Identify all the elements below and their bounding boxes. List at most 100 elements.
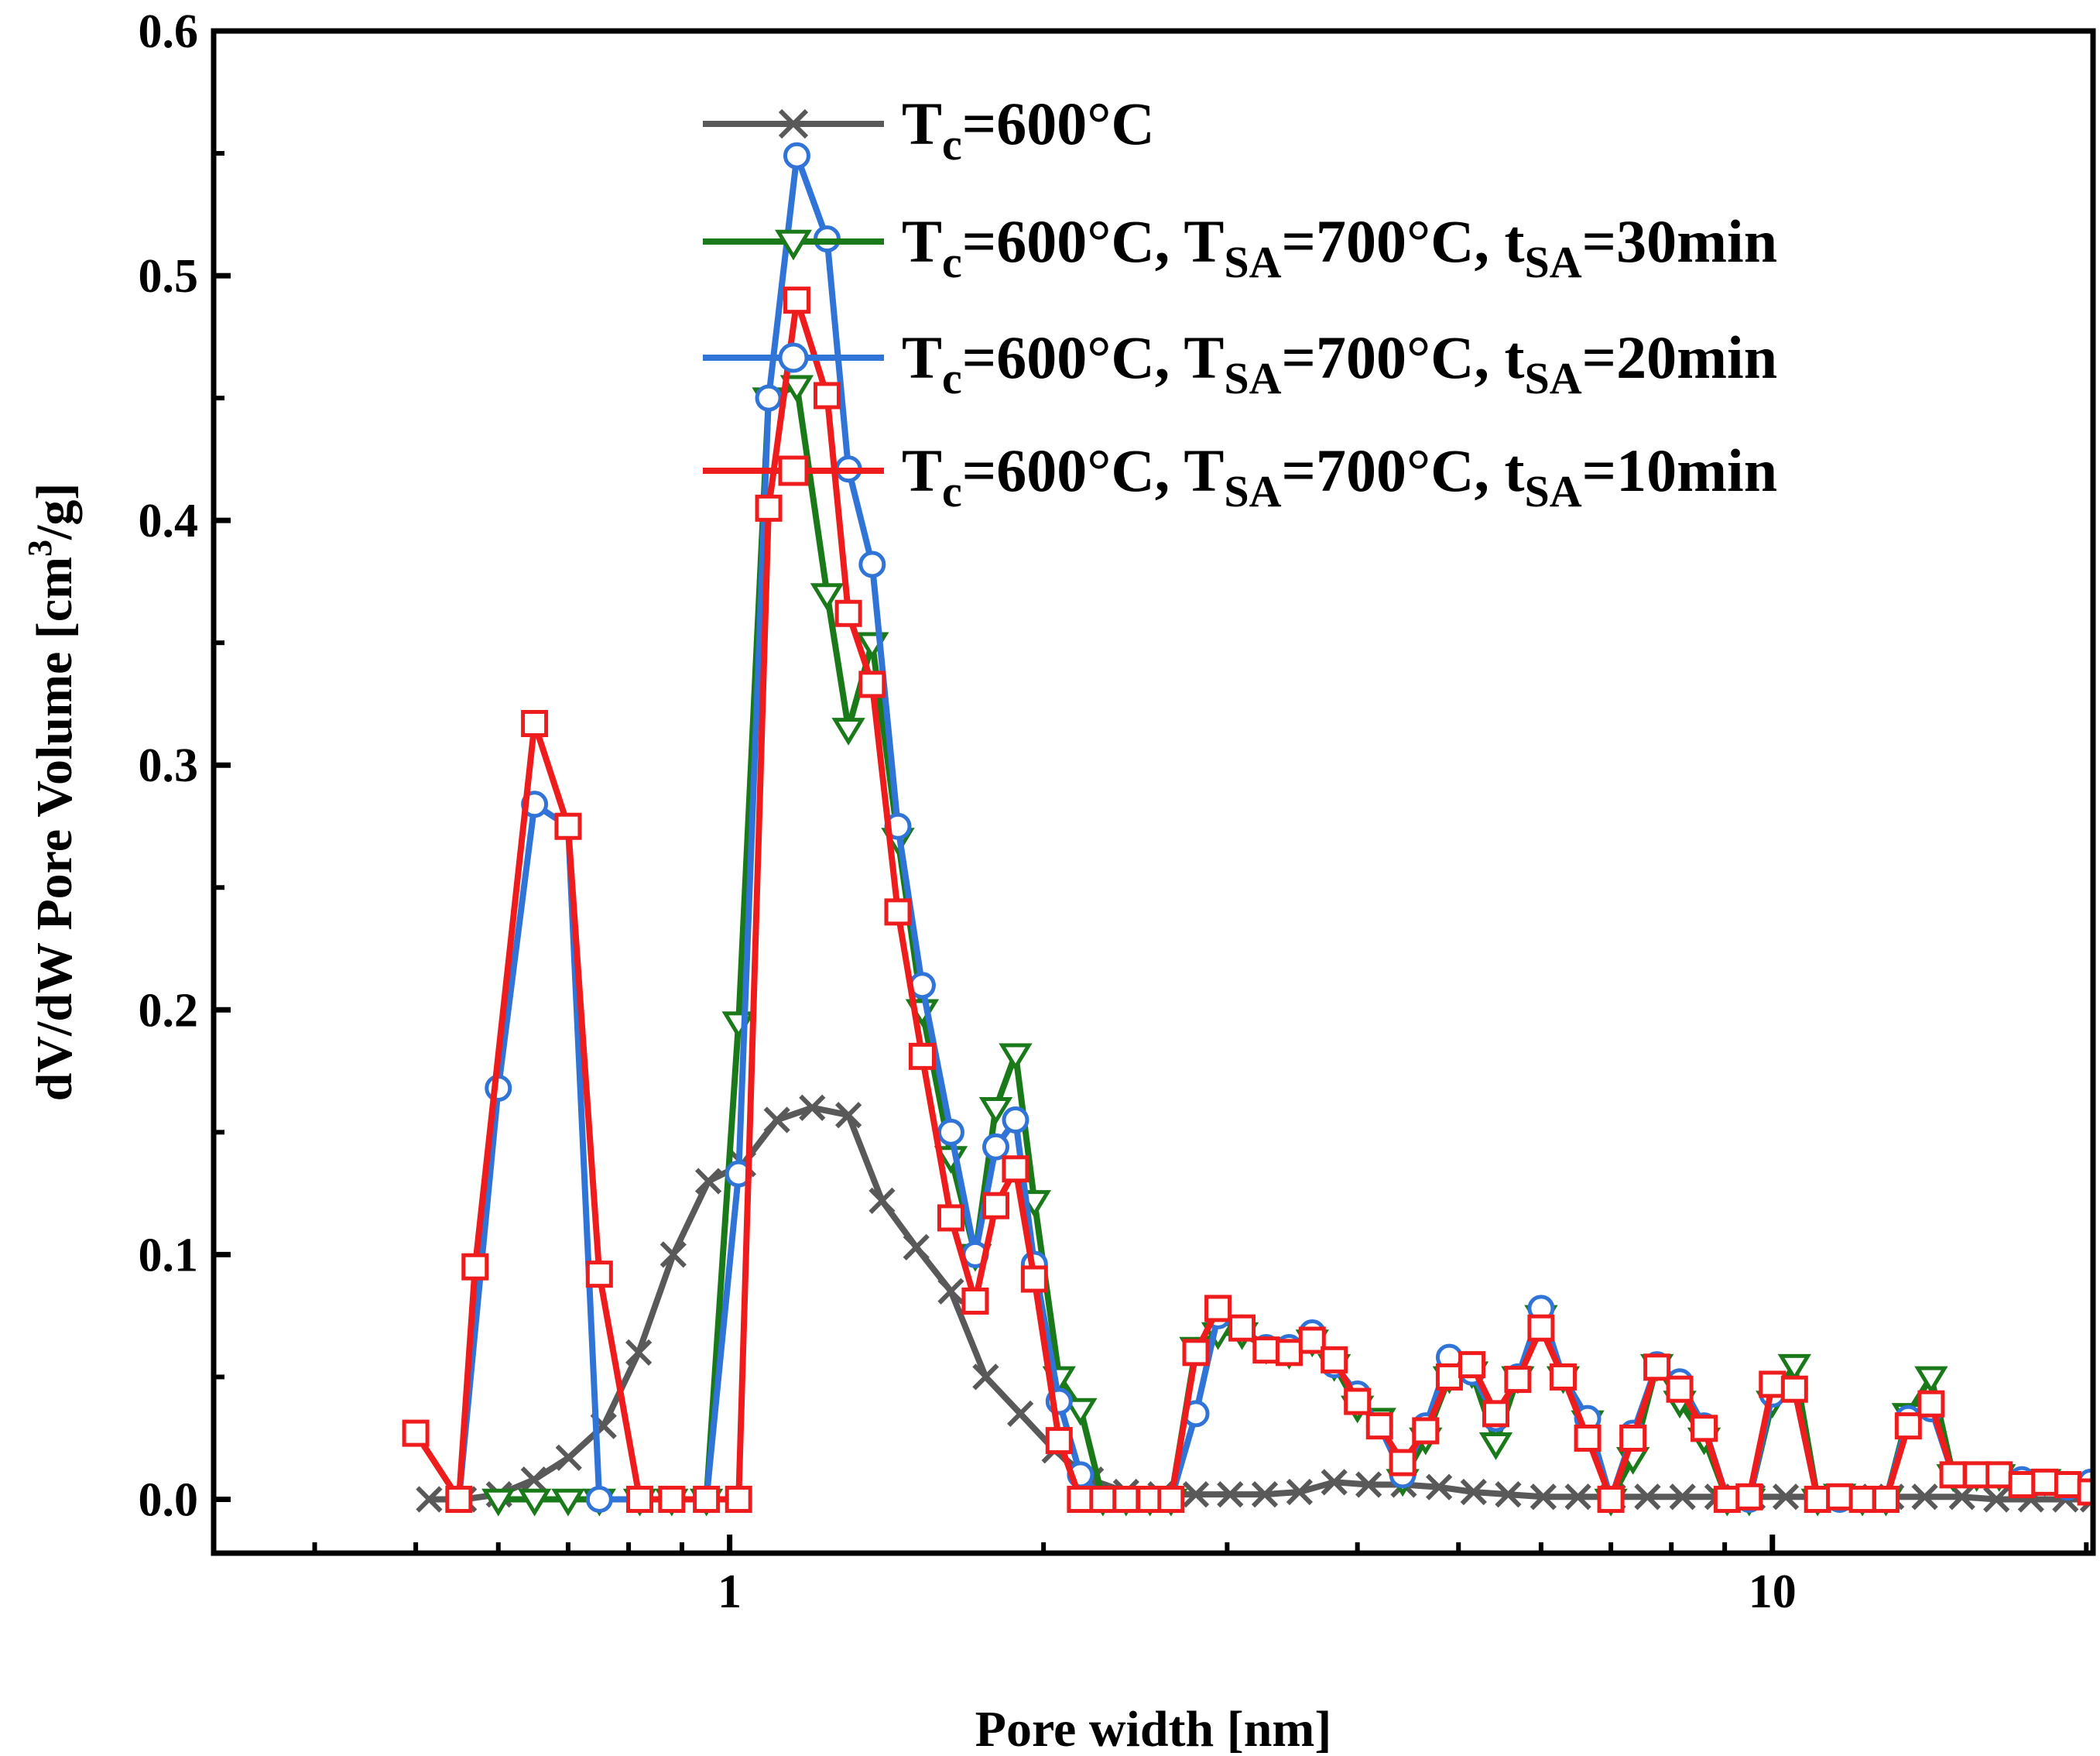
data-point xyxy=(1228,1314,1256,1342)
data-point xyxy=(1252,1336,1280,1364)
x-tick-label: 1 xyxy=(718,1566,742,1618)
y-tick-labels: 0.0 0.1 0.2 0.3 0.4 0.5 0.6 xyxy=(139,5,199,1526)
series-0 xyxy=(416,1094,2093,1513)
data-point xyxy=(937,1204,964,1232)
data-point xyxy=(1549,1363,1577,1391)
legend-entry: Tc=600°C, TSA=700°C, tSA=10min xyxy=(703,437,1777,516)
data-point xyxy=(659,1241,687,1268)
data-point xyxy=(858,671,886,698)
data-point xyxy=(1089,1485,1117,1513)
y-tick-label: 0.2 xyxy=(139,984,199,1037)
data-point xyxy=(1045,1427,1073,1455)
data-point xyxy=(1772,1483,1800,1511)
data-point xyxy=(1530,1483,1557,1511)
plot-frame xyxy=(211,28,2096,1556)
x-axis-title: Pore width [nm] xyxy=(975,1701,1332,1756)
data-point xyxy=(834,599,862,627)
data-point xyxy=(1344,1387,1372,1415)
data-point xyxy=(1204,1295,1232,1322)
data-point xyxy=(1389,1449,1417,1476)
data-point xyxy=(658,1485,686,1513)
data-point xyxy=(725,1485,752,1513)
data-point xyxy=(1713,1485,1741,1513)
data-point xyxy=(1597,1485,1625,1513)
data-point xyxy=(521,709,549,737)
data-point xyxy=(693,1485,721,1513)
y-tick-label: 0.1 xyxy=(139,1229,199,1281)
data-point xyxy=(1634,1483,1661,1511)
data-point xyxy=(1780,1375,1808,1403)
data-point xyxy=(982,1133,1010,1161)
data-point xyxy=(481,1488,516,1517)
legend-entry: Tc=600°C xyxy=(703,90,1155,170)
data-point xyxy=(813,382,841,410)
data-point xyxy=(868,1187,896,1214)
data-point xyxy=(1365,1412,1393,1440)
data-point xyxy=(978,1096,1013,1125)
data-point xyxy=(2008,1470,2036,1498)
data-point xyxy=(2031,1468,2059,1496)
data-point xyxy=(445,1485,473,1513)
data-point xyxy=(1735,1483,1763,1511)
series-line xyxy=(498,382,2091,1503)
data-point xyxy=(721,1011,755,1040)
legend-label: Tc=600°C, TSA=700°C, tSA=10min xyxy=(902,437,1777,516)
series-line xyxy=(429,1104,2093,1503)
legend-label: Tc=600°C xyxy=(902,90,1155,170)
data-point xyxy=(1157,1485,1185,1513)
data-point xyxy=(461,1253,489,1281)
data-point xyxy=(1564,1483,1591,1511)
legend: Tc=600°C Tc=600°C, TSA=700°C, tSA=30min Tc… xyxy=(703,90,1777,516)
y-tick-label: 0.3 xyxy=(139,739,199,792)
data-point xyxy=(1321,1346,1348,1374)
data-point xyxy=(1275,1339,1303,1367)
x-tick-label: 10 xyxy=(1749,1566,1797,1618)
data-point xyxy=(1067,1485,1095,1513)
data-point xyxy=(1007,1400,1034,1427)
data-point xyxy=(1574,1424,1602,1452)
y-tick-label: 0.0 xyxy=(139,1473,199,1526)
data-point xyxy=(1939,1461,1967,1489)
data-point xyxy=(2054,1470,2081,1498)
data-point xyxy=(1478,1432,1513,1460)
data-point xyxy=(1002,1106,1029,1134)
data-point xyxy=(1826,1483,1854,1511)
legend-label: Tc=600°C, TSA=700°C, tSA=20min xyxy=(902,324,1777,403)
data-point xyxy=(1527,1314,1555,1342)
data-point xyxy=(810,583,844,612)
data-point xyxy=(555,1444,582,1471)
data-point xyxy=(999,1043,1033,1072)
data-point xyxy=(1917,1390,1945,1418)
data-point xyxy=(1435,1363,1463,1391)
data-point xyxy=(402,1419,430,1447)
y-tick-label: 0.4 xyxy=(139,495,199,547)
data-point xyxy=(1848,1485,1876,1513)
data-point xyxy=(694,1168,722,1195)
data-point xyxy=(625,1339,653,1366)
data-point xyxy=(1321,1469,1348,1496)
data-point xyxy=(520,1466,547,1494)
data-point xyxy=(831,718,865,746)
legend-marker xyxy=(775,229,812,261)
x-tick-labels: 1 10 xyxy=(718,1566,1797,1618)
legend-marker xyxy=(778,455,809,486)
data-point xyxy=(972,1363,999,1391)
data-point xyxy=(1759,1370,1787,1398)
data-point xyxy=(551,1488,585,1517)
data-point xyxy=(961,1287,989,1315)
data-point xyxy=(1251,1481,1279,1508)
data-point xyxy=(1286,1478,1314,1506)
data-point xyxy=(626,1485,654,1513)
data-point xyxy=(783,286,810,314)
data-point xyxy=(799,1094,826,1121)
data-point xyxy=(1458,1351,1486,1379)
data-point xyxy=(1355,1471,1382,1498)
data-point xyxy=(1020,1265,1048,1293)
data-point xyxy=(1983,1486,2010,1513)
data-point xyxy=(1963,1461,1991,1489)
data-point xyxy=(1412,1417,1440,1445)
plot-series xyxy=(402,142,2093,1517)
data-point xyxy=(585,1485,613,1513)
data-point xyxy=(884,898,912,926)
y-tick-label: 0.6 xyxy=(139,5,199,58)
